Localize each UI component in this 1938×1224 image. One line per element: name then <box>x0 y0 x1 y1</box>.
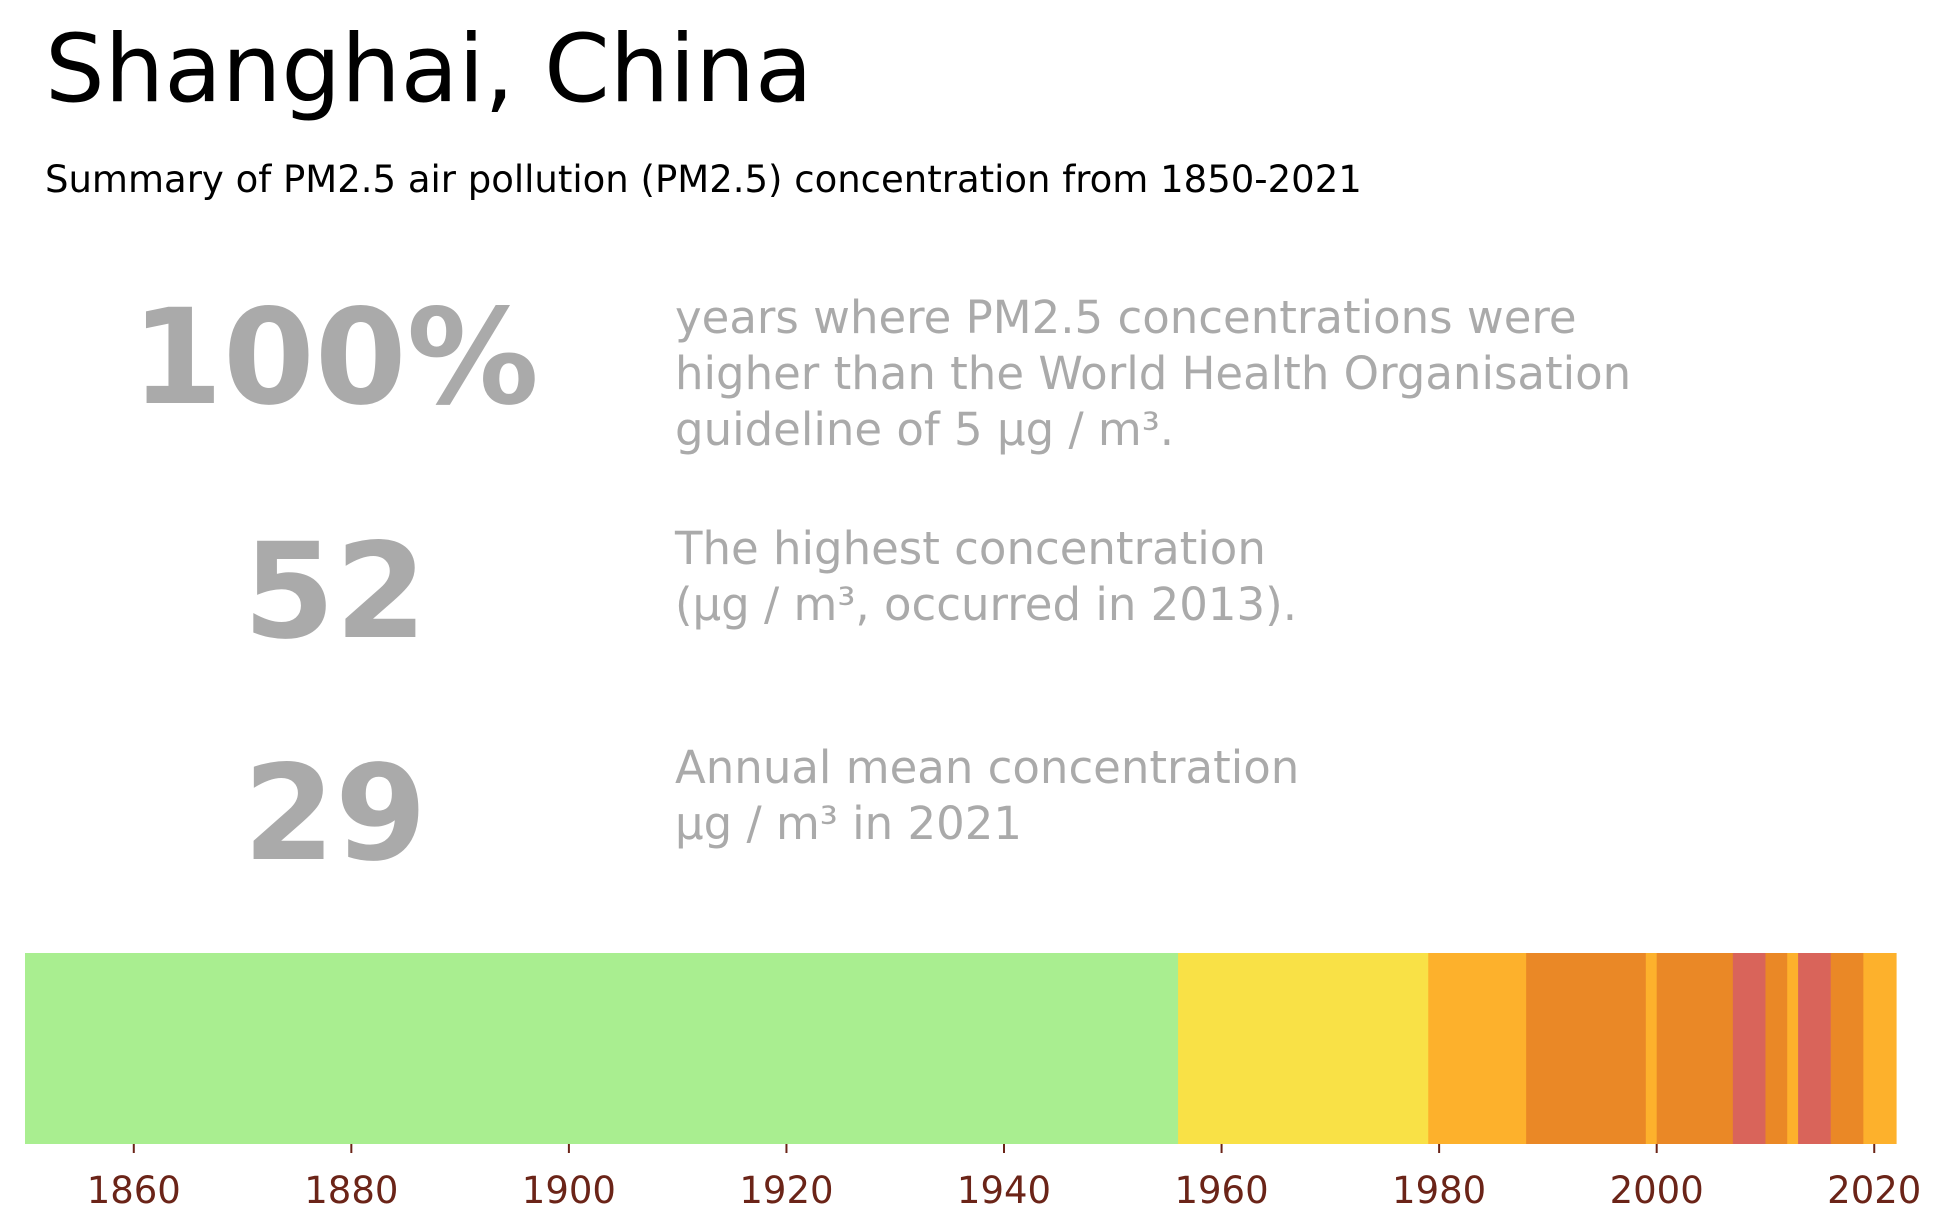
x-tick-label: 1900 <box>522 1169 616 1212</box>
stat-annual-mean: 29 <box>243 737 427 891</box>
x-tick-label: 1980 <box>1392 1169 1486 1212</box>
stat-description-line: The highest concentration <box>675 522 1266 575</box>
stripe-segment-2013-2016 <box>1798 953 1832 1144</box>
stripe-segment-2007-2010 <box>1732 953 1767 1144</box>
page-subtitle: Summary of PM2.5 air pollution (PM2.5) c… <box>45 158 1362 201</box>
stripe-segment-2010-2012 <box>1765 953 1788 1144</box>
x-tick-label: 1960 <box>1174 1169 1268 1212</box>
stat-highest-concentration: 52 <box>243 515 427 669</box>
stripe-segment-1999-2000 <box>1645 953 1658 1144</box>
stripe-segment-2016-2019 <box>1830 953 1864 1144</box>
stat-description-line: higher than the World Health Organisatio… <box>675 347 1632 400</box>
stat-description-line: years where PM2.5 concentrations were <box>675 291 1577 344</box>
stripe-segment-1988-1999 <box>1526 953 1647 1144</box>
stat-description-line: Annual mean concentration <box>675 741 1300 794</box>
stat-annual-mean-description: Annual mean concentration µg / m³ in 202… <box>675 740 1299 852</box>
stat-highest-description: The highest concentration (µg / m³, occu… <box>675 521 1297 633</box>
page-title: Shanghai, China <box>45 15 813 124</box>
stripe-segment-1850-1956 <box>25 953 1179 1144</box>
stat-description-line: guideline of 5 µg / m³. <box>675 403 1175 456</box>
x-tick-label: 1860 <box>87 1169 181 1212</box>
x-tick-label: 2000 <box>1610 1169 1704 1212</box>
x-tick-label: 2020 <box>1827 1169 1921 1212</box>
stripe-segment-2000-2007 <box>1656 953 1734 1144</box>
stat-percent-above-guideline: 100% <box>131 281 539 435</box>
x-tick-label: 1880 <box>304 1169 398 1212</box>
x-tick-label: 1920 <box>739 1169 833 1212</box>
stat-description-line: (µg / m³, occurred in 2013). <box>675 578 1298 631</box>
stat-description-line: µg / m³ in 2021 <box>675 797 1022 850</box>
stripe-segment-2012-2013 <box>1787 953 1799 1144</box>
stat-percent-description: years where PM2.5 concentrations were hi… <box>675 290 1631 458</box>
stripe-segment-2019-2022 <box>1863 953 1897 1144</box>
stripe-segment-1956-1979 <box>1178 953 1429 1144</box>
stripe-segment-1979-1988 <box>1428 953 1527 1144</box>
x-tick-label: 1940 <box>957 1169 1051 1212</box>
